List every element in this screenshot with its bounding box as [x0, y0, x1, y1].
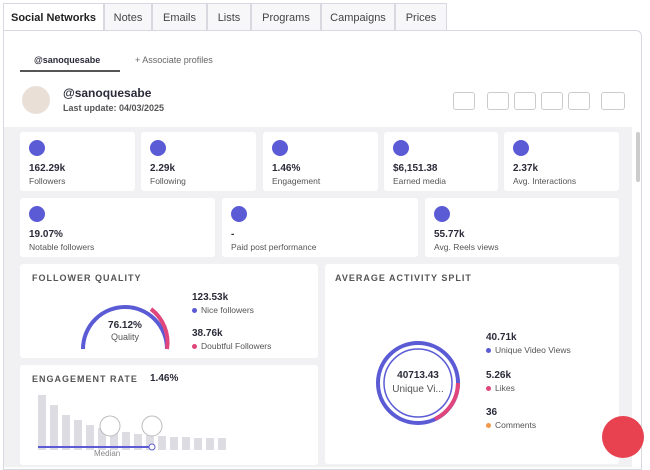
stat-value: 55.77k [434, 229, 465, 240]
stat-icon [150, 140, 166, 156]
card-title: FOLLOWER QUALITY [32, 273, 142, 283]
scrollbar [636, 132, 640, 182]
chat-button[interactable] [602, 416, 644, 458]
tab[interactable]: Notes [104, 3, 152, 31]
stat-card: 1.46% Engagement [263, 132, 378, 191]
more-button[interactable] [601, 92, 625, 110]
tab[interactable]: Campaigns [321, 3, 395, 31]
refresh-button[interactable] [453, 92, 475, 110]
stat-label: Engagement [272, 176, 321, 186]
item-value: 38.76k [192, 328, 223, 339]
add-button[interactable] [568, 92, 590, 110]
share-button[interactable] [487, 92, 509, 110]
stat-label: Notable followers [29, 242, 95, 252]
stat-card: 162.29k Followers [20, 132, 135, 191]
download-button[interactable] [541, 92, 563, 110]
stat-icon [29, 206, 45, 222]
center-value: 40713.43 [397, 370, 439, 381]
avatar [22, 86, 50, 114]
stat-icon [513, 140, 529, 156]
engagement-bars [38, 395, 226, 451]
stat-value: - [231, 229, 235, 240]
item-label: Unique Video Views [495, 345, 571, 355]
subtab-label: @sanoquesabe [34, 55, 101, 65]
stat-label: Avg. Reels views [434, 242, 499, 252]
print-button[interactable] [514, 92, 536, 110]
stat-card: 55.77k Avg. Reels views [425, 198, 619, 257]
stat-value: $6,151.38 [393, 163, 438, 174]
stat-icon [29, 140, 45, 156]
stat-value: 2.29k [150, 163, 176, 174]
stat-card: 2.29k Following [141, 132, 256, 191]
stat-value: 19.07% [29, 229, 63, 240]
handle: @sanoquesabe [63, 86, 152, 100]
tab[interactable]: Programs [251, 3, 321, 31]
stat-label: Following [150, 176, 186, 186]
stat-icon [434, 206, 450, 222]
item-value: 36 [486, 407, 498, 418]
engagement-card: ENGAGEMENT RATE 1.46% Median [20, 365, 318, 465]
tab[interactable]: Prices [395, 3, 447, 31]
subtab[interactable]: + Associate profiles [135, 55, 213, 65]
stat-icon [393, 140, 409, 156]
card-title: AVERAGE ACTIVITY SPLIT [335, 273, 472, 283]
item-value: 40.71k [486, 332, 517, 343]
tab[interactable]: Social Networks [3, 3, 104, 31]
stat-value: 162.29k [29, 163, 66, 174]
engagement-value: 1.46% [150, 373, 179, 384]
stat-label: Paid post performance [231, 242, 317, 252]
item-label: Comments [495, 420, 537, 430]
last-update: Last update: 04/03/2025 [63, 103, 165, 113]
stat-label: Avg. Interactions [513, 176, 577, 186]
median-label: Median [94, 449, 121, 458]
tab[interactable]: Emails [152, 3, 207, 31]
stat-icon [272, 140, 288, 156]
stat-label: Earned media [393, 176, 446, 186]
gauge-arc [81, 305, 169, 350]
stat-value: 1.46% [272, 163, 301, 174]
stat-value: 2.37k [513, 163, 539, 174]
center-label: Unique Vi... [392, 384, 444, 395]
center-label: Quality [110, 332, 139, 342]
item-label: Likes [495, 383, 515, 393]
card-title: ENGAGEMENT RATE [32, 374, 138, 384]
item-label: Nice followers [201, 305, 254, 315]
activity-donut [376, 341, 460, 425]
item-value: 5.26k [486, 370, 512, 381]
stat-card: - Paid post performance [222, 198, 418, 257]
item-value: 123.53k [192, 292, 229, 303]
stat-card: 19.07% Notable followers [20, 198, 215, 257]
stat-icon [231, 206, 247, 222]
activity-card: AVERAGE ACTIVITY SPLIT 40713.43 Unique V… [325, 264, 619, 464]
stat-card: $6,151.38 Earned media [384, 132, 498, 191]
stat-card: 2.37k Avg. Interactions [504, 132, 619, 191]
subtab-label: Associate profiles [142, 55, 213, 65]
subtab[interactable]: @sanoquesabe [20, 52, 120, 72]
stat-label: Followers [29, 176, 66, 186]
center-value: 76.12% [108, 320, 142, 331]
item-label: Doubtful Followers [201, 341, 272, 351]
quality-gauge [81, 305, 170, 350]
tab[interactable]: Lists [207, 3, 251, 31]
gauge-arc [149, 307, 170, 350]
follower-quality-card: FOLLOWER QUALITY 76.12% Quality 123.53k … [20, 264, 318, 358]
